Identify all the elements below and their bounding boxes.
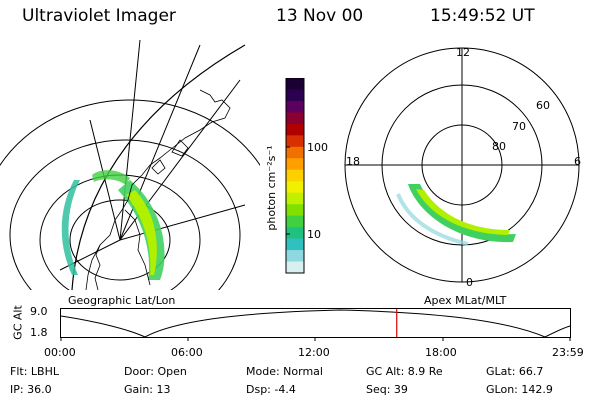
colorbar-cell (286, 100, 304, 113)
colorbar-cell (286, 123, 304, 136)
polar-plot (344, 47, 580, 283)
colorbar-cell (286, 192, 304, 205)
geographic-map (0, 40, 260, 290)
colorbar-cell (286, 238, 304, 251)
mlt-label-6: 6 (574, 155, 581, 168)
info-door: Door: Open (124, 365, 187, 378)
timeline-xtick-1200: 12:00 (298, 346, 330, 359)
timeline-xtick-2359: 23:59 (552, 346, 584, 359)
info-seq: Seq: 39 (366, 383, 408, 396)
timeline-xtick-0600: 06:00 (171, 346, 203, 359)
timeline-ytick-high: 9.0 (30, 305, 48, 318)
timeline-xtick-0000: 00:00 (44, 346, 76, 359)
info-glon: GLon: 142.9 (486, 383, 553, 396)
info-flt: Flt: LBHL (10, 365, 59, 378)
colorbar-cell (286, 146, 304, 159)
mlt-label-12: 12 (456, 46, 470, 59)
aurora-emission (61, 170, 165, 280)
mlat-label-70: 70 (512, 120, 526, 133)
date-label: 13 Nov 00 (276, 6, 364, 26)
mlat-label-80: 80 (492, 140, 506, 153)
colorbar-cell (286, 78, 304, 90)
instrument-title: Ultraviolet Imager (22, 6, 176, 26)
colorbar-cell (286, 158, 304, 171)
colorbar-cell (286, 215, 304, 228)
timeline-axis-label: GC Alt (11, 305, 25, 340)
colorbar-tick-100: 100 (307, 141, 328, 154)
colorbar-cell (286, 112, 304, 125)
timeline-xtick-1800: 18:00 (425, 346, 457, 359)
aurora-oval (396, 184, 516, 246)
colorbar-cell (286, 89, 304, 102)
time-label: 15:49:52 UT (430, 6, 535, 26)
info-mode: Mode: Normal (246, 365, 323, 378)
coastline (85, 89, 231, 290)
colorbar-cell (286, 169, 304, 182)
apex-label: Apex MLat/MLT (424, 294, 507, 307)
colorbar: photon cm⁻²s⁻¹ (265, 78, 305, 274)
colorbar-cell (286, 181, 304, 194)
colorbar-cell (286, 227, 304, 240)
colorbar-cell (286, 135, 304, 148)
colorbar-tick-10: 10 (307, 228, 321, 241)
mlat-label-60: 60 (536, 99, 550, 112)
info-gain: Gain: 13 (124, 383, 171, 396)
geographic-label: Geographic Lat/Lon (68, 294, 176, 307)
info-gc-alt: GC Alt: 8.9 Re (366, 365, 443, 378)
colorbar-cell (286, 261, 304, 274)
mlt-label-18: 18 (346, 155, 360, 168)
info-ip: IP: 36.0 (10, 383, 52, 396)
info-glat: GLat: 66.7 (486, 365, 544, 378)
colorbar-unit-label: photon cm⁻²s⁻¹ (265, 145, 278, 230)
timeline-ytick-low: 1.8 (30, 326, 48, 339)
colorbar-cell (286, 204, 304, 217)
orbit-timeline (60, 308, 571, 341)
info-dsp: Dsp: -4.4 (246, 383, 296, 396)
colorbar-cell (286, 250, 304, 263)
mlt-label-0: 0 (466, 276, 473, 289)
